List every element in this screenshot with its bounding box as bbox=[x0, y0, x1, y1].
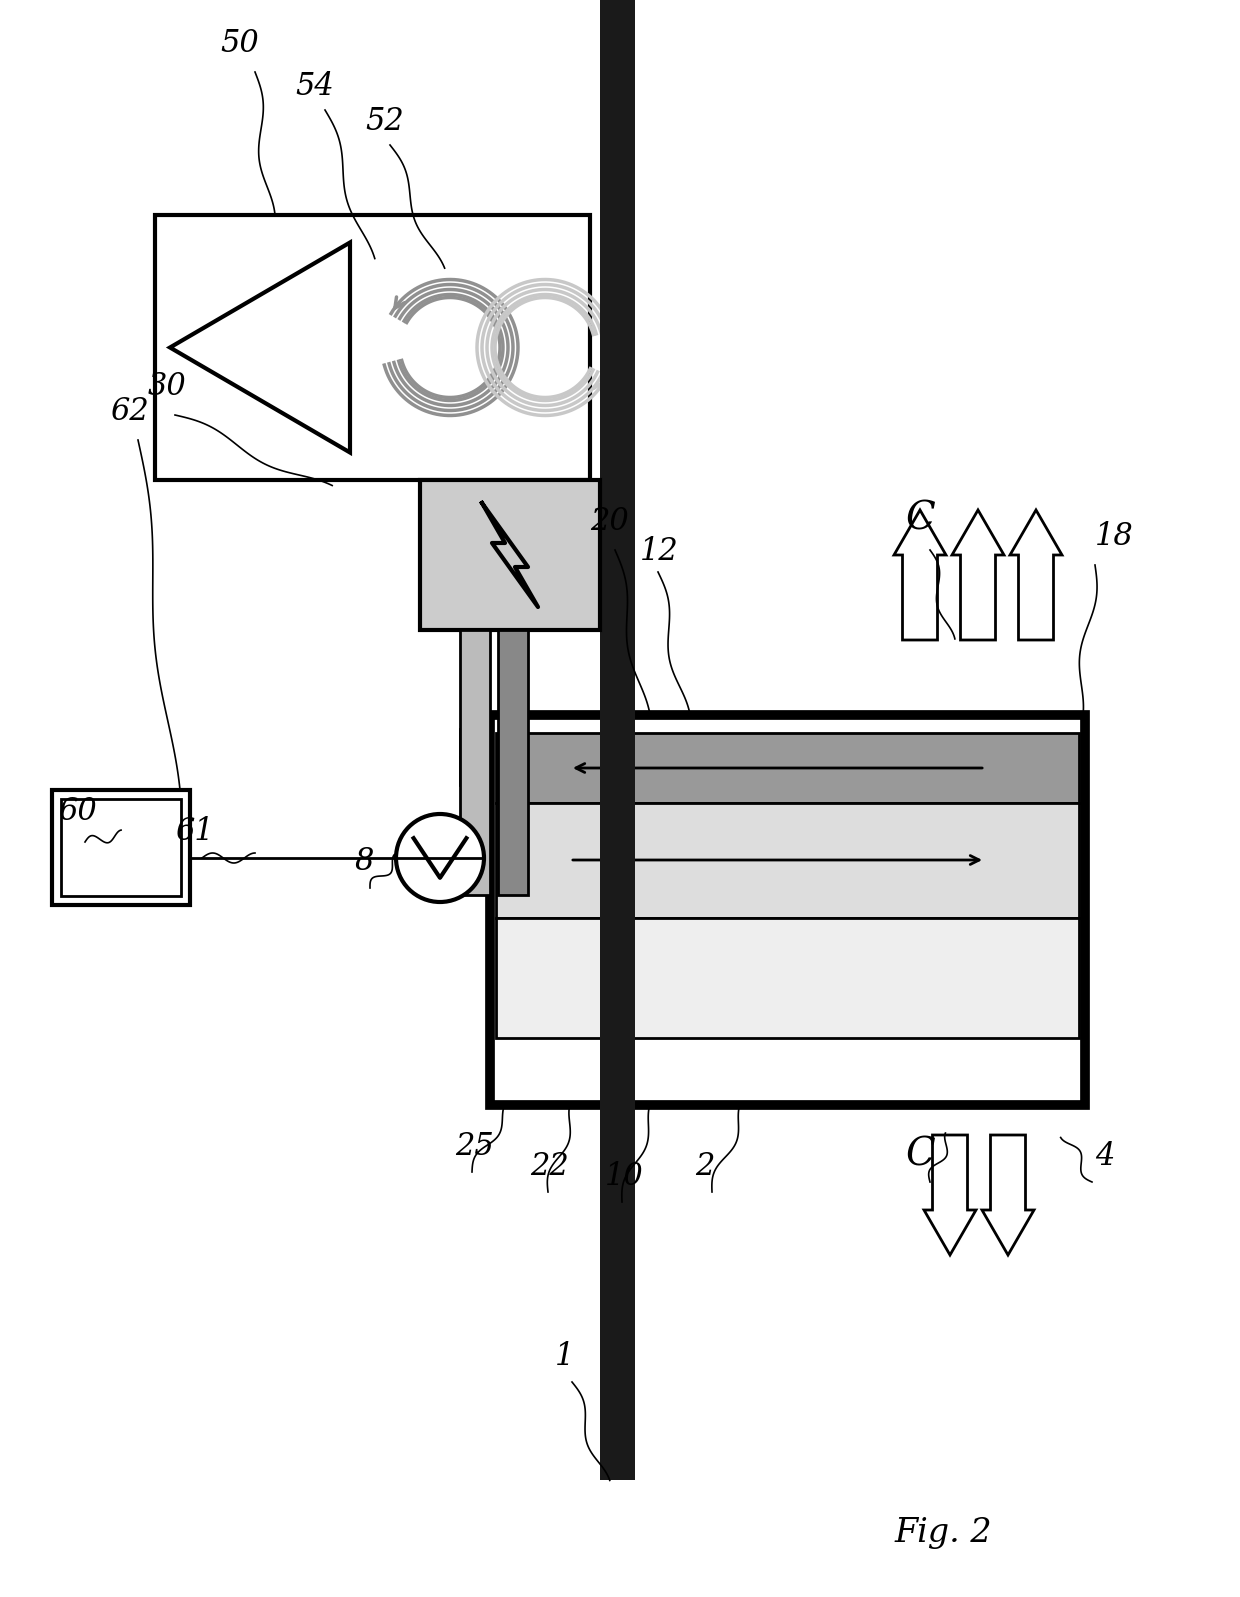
Bar bbox=[155, 216, 590, 481]
Bar bbox=[52, 791, 190, 905]
Text: 52: 52 bbox=[365, 105, 404, 137]
Text: 54: 54 bbox=[295, 70, 334, 102]
Text: 1: 1 bbox=[556, 1341, 574, 1372]
Text: 30: 30 bbox=[148, 371, 187, 402]
Text: C: C bbox=[905, 501, 935, 538]
Circle shape bbox=[396, 814, 484, 902]
Text: 10: 10 bbox=[605, 1161, 644, 1191]
Text: 61: 61 bbox=[175, 816, 213, 846]
Text: 25: 25 bbox=[455, 1131, 494, 1163]
Text: C: C bbox=[905, 1135, 935, 1174]
Text: Fig. 2: Fig. 2 bbox=[895, 1517, 993, 1549]
Bar bbox=[460, 629, 490, 894]
Bar bbox=[420, 481, 600, 629]
Text: 60: 60 bbox=[58, 795, 97, 827]
Text: 4: 4 bbox=[1095, 1140, 1115, 1172]
Bar bbox=[460, 728, 490, 757]
Text: 12: 12 bbox=[640, 537, 678, 567]
Text: 18: 18 bbox=[1095, 521, 1133, 553]
FancyArrow shape bbox=[952, 509, 1004, 640]
Text: 62: 62 bbox=[110, 396, 149, 426]
Text: 2: 2 bbox=[694, 1151, 714, 1182]
Text: 22: 22 bbox=[529, 1151, 569, 1182]
Bar bbox=[496, 803, 1079, 918]
Polygon shape bbox=[170, 243, 350, 452]
Bar bbox=[496, 733, 1079, 803]
Bar bbox=[600, 0, 635, 1480]
Text: 20: 20 bbox=[590, 506, 629, 537]
Bar bbox=[61, 798, 181, 896]
Text: 8: 8 bbox=[355, 846, 374, 877]
Bar bbox=[498, 629, 528, 894]
Bar bbox=[460, 757, 490, 786]
Text: 50: 50 bbox=[219, 29, 259, 59]
FancyArrow shape bbox=[1011, 509, 1061, 640]
FancyArrow shape bbox=[982, 1135, 1034, 1255]
Bar bbox=[490, 715, 1085, 1105]
FancyArrow shape bbox=[894, 509, 946, 640]
FancyArrow shape bbox=[924, 1135, 976, 1255]
Bar bbox=[496, 918, 1079, 1038]
